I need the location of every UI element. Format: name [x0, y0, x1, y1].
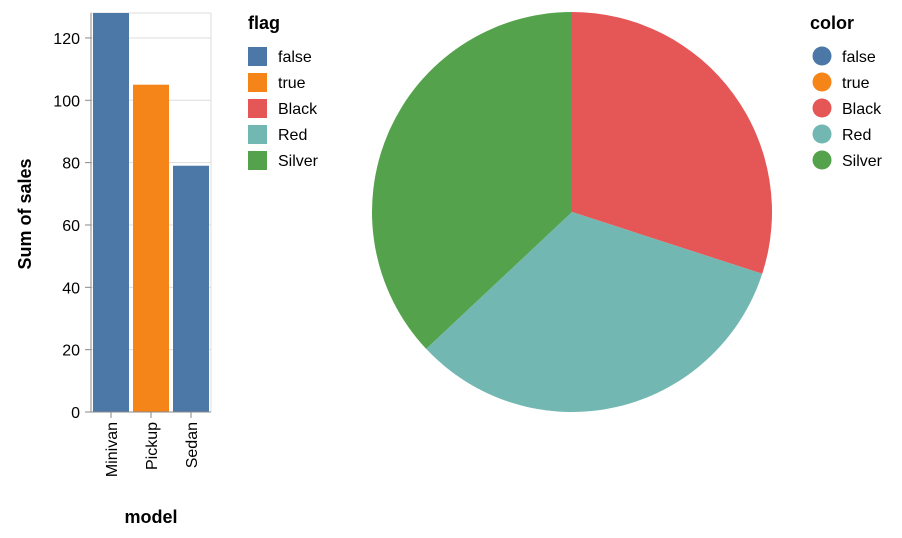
- pie-chart: [371, 12, 772, 412]
- bar-sedan: [173, 165, 209, 412]
- x-tick-label: Sedan: [184, 422, 201, 468]
- bar-pickup: [133, 84, 169, 412]
- x-axis-title: model: [124, 507, 177, 527]
- legend-swatch-true: [812, 72, 832, 92]
- bar-axes: Minivan Pickup Sedan 0 20 40 60 80 100 120: [53, 13, 211, 477]
- legend-label-silver: Silver: [842, 153, 883, 170]
- y-tick-label: 20: [62, 343, 80, 360]
- y-tick-label: 100: [53, 93, 80, 110]
- legend-label-true: true: [278, 75, 306, 92]
- legend-label-red: Red: [842, 127, 871, 144]
- bar-marks: [93, 13, 209, 412]
- legend-swatch-silver: [248, 151, 267, 170]
- legend-swatch-silver: [812, 150, 832, 170]
- pie-slice-silver: [371, 12, 572, 349]
- y-tick-label: 40: [62, 280, 80, 297]
- y-tick-label: 120: [53, 31, 80, 48]
- y-axis-title: Sum of sales: [15, 158, 35, 269]
- legend-label-red: Red: [278, 127, 307, 144]
- color-legend-title: color: [810, 13, 854, 33]
- pie-slice-black: [572, 12, 772, 274]
- y-tick-label: 0: [71, 405, 80, 422]
- legend-label-false: false: [842, 49, 876, 66]
- legend-label-black: Black: [278, 101, 318, 118]
- y-tick-label: 80: [62, 156, 80, 173]
- y-tick-label: 60: [62, 218, 80, 235]
- pie-slice-red: [426, 212, 763, 412]
- legend-label-true: true: [842, 75, 870, 92]
- legend-swatch-false: [248, 47, 267, 66]
- bar-chart: Minivan Pickup Sedan 0 20 40 60 80 100 120 Sum of…: [15, 12, 212, 527]
- flag-legend: flag false true Black Red Silver: [248, 13, 319, 170]
- flag-legend-title: flag: [248, 13, 280, 33]
- color-legend: color false true Black Red Silver: [810, 13, 883, 170]
- legend-swatch-false: [812, 46, 832, 66]
- legend-swatch-black: [812, 98, 832, 118]
- legend-label-silver: Silver: [278, 153, 319, 170]
- legend-label-black: Black: [842, 101, 882, 118]
- x-tick-label: Pickup: [144, 422, 161, 470]
- legend-swatch-true: [248, 73, 267, 92]
- legend-swatch-red: [248, 125, 267, 144]
- x-tick-label: Minivan: [104, 422, 121, 477]
- legend-swatch-black: [248, 99, 267, 118]
- legend-swatch-red: [812, 124, 832, 144]
- legend-label-false: false: [278, 49, 312, 66]
- bar-minivan: [93, 13, 129, 412]
